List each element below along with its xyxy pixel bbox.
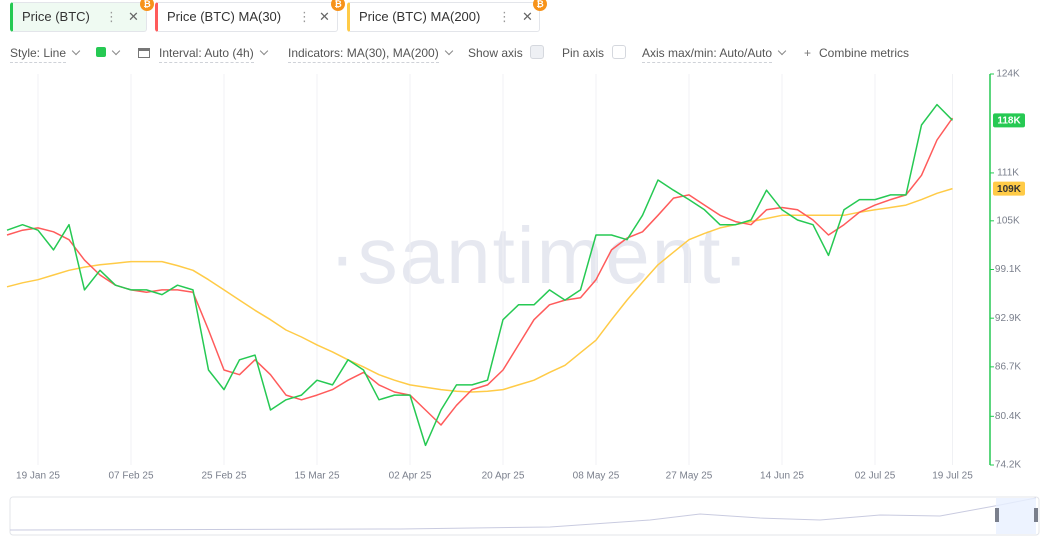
x-tick-label: 25 Feb 25 xyxy=(201,471,246,482)
combine-button[interactable]: + Combine metrics xyxy=(804,45,909,61)
tab[interactable]: Price (BTC) ⋮ ✕ ₿ xyxy=(10,0,154,32)
x-tick-label: 02 Apr 25 xyxy=(389,471,432,482)
y-tick-label: 92.9K xyxy=(995,313,1021,324)
axis-minmax-select[interactable]: Axis max/min: Auto/Auto xyxy=(642,45,787,63)
x-tick-label: 20 Apr 25 xyxy=(482,471,525,482)
navigator xyxy=(9,496,1040,536)
x-tick-label: 19 Jan 25 xyxy=(16,471,60,482)
pin-axis-checkbox[interactable] xyxy=(612,45,626,59)
series-line xyxy=(6,187,953,393)
plus-icon: + xyxy=(804,46,812,60)
last-value-badge xyxy=(993,181,1025,196)
x-tick-label: 14 Jun 25 xyxy=(760,471,804,482)
last-value-badge xyxy=(993,113,1025,128)
style-select[interactable]: Style: Line xyxy=(10,45,81,63)
y-tick-label: 111K xyxy=(997,168,1019,179)
interval-select[interactable]: Interval: Auto (4h) xyxy=(138,45,268,63)
tab-close[interactable]: ✕ xyxy=(128,9,139,24)
tab[interactable]: Price (BTC) MA(200) ⋮ ✕ ₿ xyxy=(347,0,547,32)
y-tick-label: 99.1K xyxy=(995,264,1021,275)
last-value-label: 118K xyxy=(997,115,1021,126)
navigator-line xyxy=(9,497,1037,531)
y-tick-label: 86.7K xyxy=(995,361,1021,372)
x-tick-label: 07 Feb 25 xyxy=(108,471,153,482)
show-axis-checkbox[interactable] xyxy=(530,45,544,59)
y-tick-label: 124K xyxy=(996,69,1020,80)
navigator-handle[interactable] xyxy=(995,508,999,522)
combine-label: Combine metrics xyxy=(819,46,910,60)
indicators-select[interactable]: Indicators: MA(30), MA(200) xyxy=(288,45,453,63)
tab-menu[interactable]: ⋮ xyxy=(298,9,311,24)
color-swatch xyxy=(96,47,106,57)
btc-badge: ₿ xyxy=(140,0,154,11)
x-tick-label: 15 Mar 25 xyxy=(294,471,339,482)
tab-menu[interactable]: ⋮ xyxy=(498,9,511,24)
pin-axis-label[interactable]: Pin axis xyxy=(562,46,605,60)
color-select[interactable] xyxy=(96,45,121,61)
axis-minmax-label: Axis max/min: Auto/Auto xyxy=(642,46,773,63)
x-tick-label: 02 Jul 25 xyxy=(855,471,896,482)
show-axis-label[interactable]: Show axis xyxy=(468,46,523,60)
navigator-window[interactable] xyxy=(996,498,1036,534)
tab[interactable]: Price (BTC) MA(30) ⋮ ✕ ₿ xyxy=(155,0,345,32)
btc-badge: ₿ xyxy=(331,0,345,11)
grid xyxy=(37,74,953,465)
tab-label: Price (BTC) MA(30) xyxy=(167,9,282,24)
last-value-label: 109K xyxy=(997,184,1022,195)
watermark: ·santiment· xyxy=(329,211,751,300)
navigator-handle[interactable] xyxy=(1034,508,1038,522)
series-line xyxy=(6,103,954,447)
y-tick-label: 105K xyxy=(996,215,1020,226)
plot-area xyxy=(6,103,954,447)
calendar-icon xyxy=(138,48,150,58)
navigator-frame xyxy=(9,496,1040,536)
interval-label: Interval: Auto (4h) xyxy=(159,46,254,63)
indicators-label: Indicators: MA(30), MA(200) xyxy=(288,46,439,63)
tab-close[interactable]: ✕ xyxy=(522,9,533,24)
y-tick-label: 80.4K xyxy=(995,411,1021,422)
x-tick-label: 08 May 25 xyxy=(573,471,620,482)
style-label: Style: Line xyxy=(10,46,67,63)
y-axis: 19 Jan 25 07 Feb 25 25 Feb 25 15 Mar 25 02 A… xyxy=(16,69,1025,482)
tab-label: Price (BTC) MA(200) xyxy=(359,9,481,24)
tab-menu[interactable]: ⋮ xyxy=(105,9,118,24)
x-tick-label: 27 May 25 xyxy=(666,471,713,482)
series-line xyxy=(6,117,954,426)
y-tick-label: 74.2K xyxy=(995,460,1021,471)
tab-label: Price (BTC) xyxy=(22,9,90,24)
btc-badge: ₿ xyxy=(533,0,547,11)
tab-close[interactable]: ✕ xyxy=(319,9,330,24)
x-tick-label: 19 Jul 25 xyxy=(932,471,973,482)
